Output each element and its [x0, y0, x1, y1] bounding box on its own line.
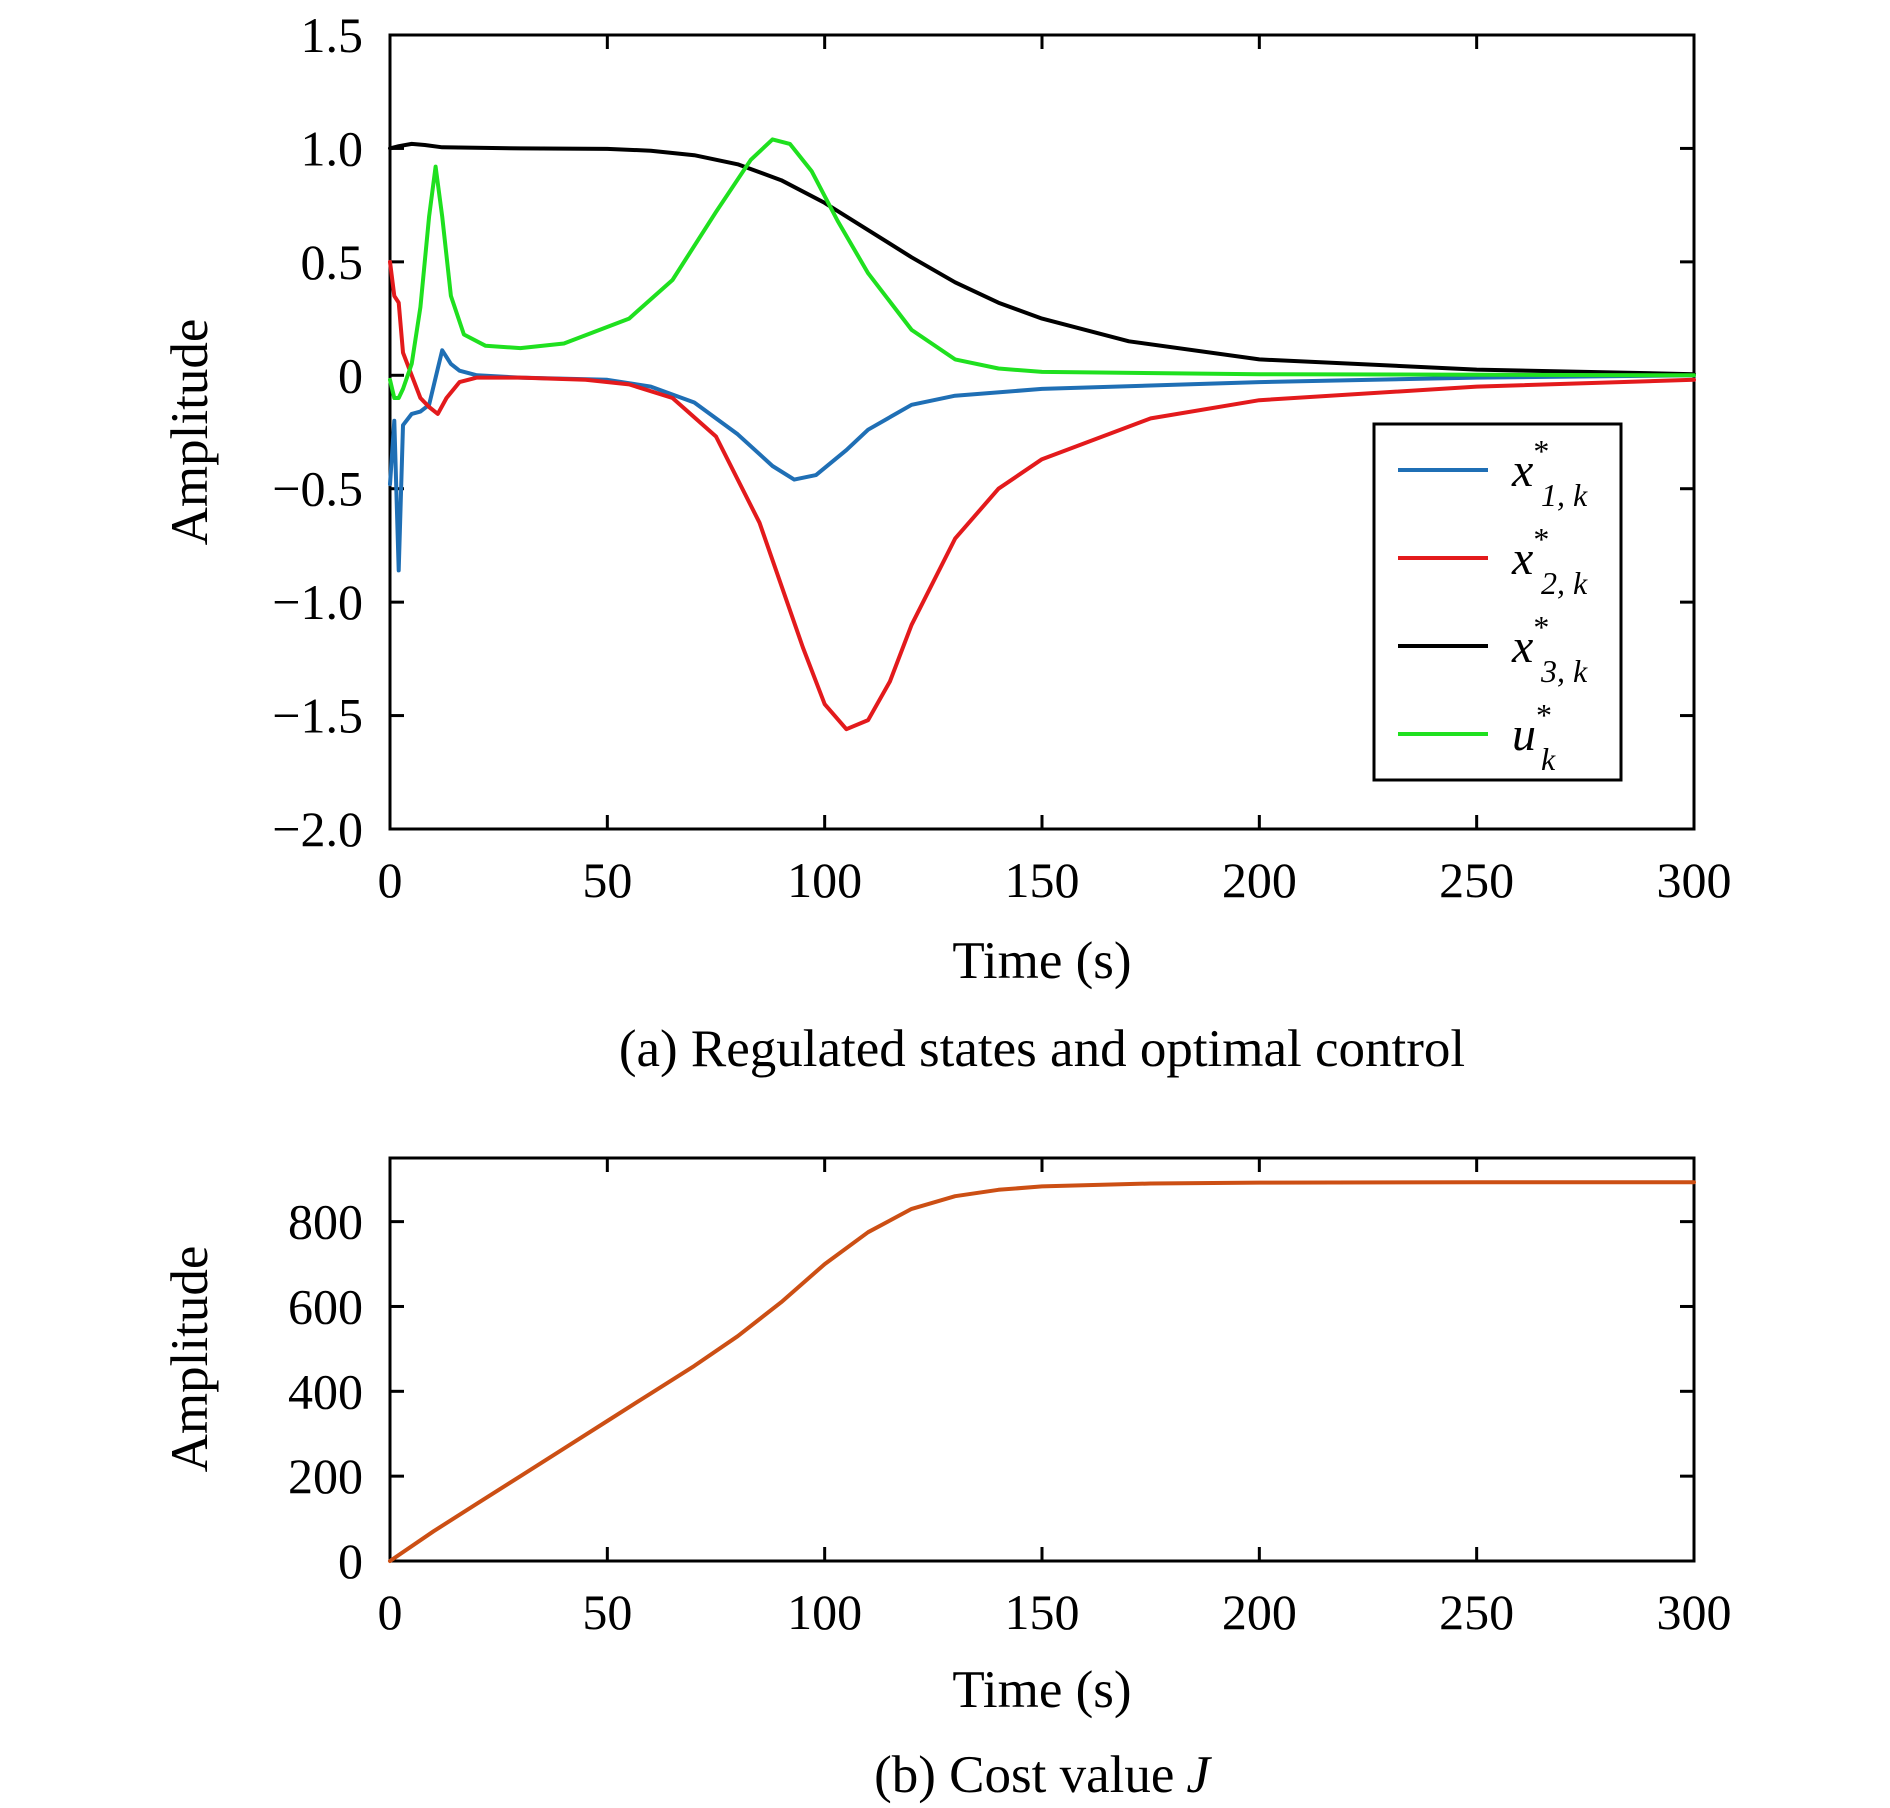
- y-axis-title-b: Amplitude: [161, 1246, 219, 1473]
- caption-b-italic: J: [1186, 1746, 1212, 1804]
- x-tick-label: 250: [1439, 1584, 1514, 1640]
- x-tick-label: 250: [1439, 852, 1514, 908]
- y-axis-title-a: Amplitude: [161, 319, 219, 546]
- y-tick-label: 600: [288, 1278, 363, 1334]
- legend-entry: x* 2, k: [1398, 521, 1588, 601]
- y-tick-label: 1.5: [301, 7, 364, 63]
- series-group-b: [388, 1180, 1696, 1563]
- plot-frame-b: [388, 1156, 1696, 1563]
- x-axis-title-a: Time (s): [952, 932, 1131, 990]
- y-tick-label: 0: [338, 347, 363, 403]
- x-tick-label: 50: [582, 1584, 632, 1640]
- chart-panel-b: 0 50 100 150 200 250 300 0 200 400 600 800 Time (s)…: [161, 1156, 1732, 1804]
- y-tick-label: −1.5: [272, 688, 363, 744]
- caption-b: (b) Cost value J: [874, 1746, 1212, 1804]
- y-tick-label: 800: [288, 1194, 363, 1250]
- x-tick-label: 50: [582, 852, 632, 908]
- y-tick-label: 1.0: [301, 120, 364, 176]
- x-tick-label: 0: [378, 1584, 403, 1640]
- legend-label: x* 3, k: [1511, 609, 1588, 689]
- legend-label: u* k: [1512, 697, 1556, 777]
- x-tick-label: 200: [1222, 852, 1297, 908]
- legend-label: x* 2, k: [1511, 521, 1588, 601]
- x-tick-label: 300: [1657, 852, 1732, 908]
- caption-b-text: (b) Cost value: [874, 1746, 1174, 1804]
- series-line-uk: [388, 137, 1696, 400]
- legend: x* 1, k x* 2, k x* 3, k u* k: [1372, 422, 1623, 782]
- y-tick-label: 0: [338, 1533, 363, 1589]
- y-tick-label: −0.5: [272, 461, 363, 517]
- series-line-x3k: [388, 141, 1696, 377]
- x-tick-label: 100: [787, 852, 862, 908]
- legend-box: [1372, 422, 1623, 782]
- legend-entry: u* k: [1398, 697, 1556, 777]
- y-tick-label: −2.0: [272, 801, 363, 857]
- x-tick-label: 200: [1222, 1584, 1297, 1640]
- caption-a: (a) Regulated states and optimal control: [619, 1020, 1465, 1078]
- x-axis-title-b: Time (s): [952, 1661, 1131, 1719]
- x-tick-label: 0: [378, 852, 403, 908]
- series-group-a: [388, 137, 1696, 732]
- x-tick-label: 100: [787, 1584, 862, 1640]
- x-tick-label: 150: [1005, 852, 1080, 908]
- y-tick-label: 200: [288, 1448, 363, 1504]
- x-tick-label: 150: [1005, 1584, 1080, 1640]
- y-tick-label: 0.5: [301, 234, 364, 290]
- tick-group-b: 0 50 100 150 200 250 300 0 200 400 600 800: [288, 1158, 1732, 1640]
- tick-group-a: 0 50 100 150 200 250 300 −2.0 −1.5 −1.0 −0.5 0 0.5 1.…: [272, 7, 1731, 908]
- legend-label: x* 1, k: [1511, 433, 1588, 513]
- series-line-cost-0: [388, 1180, 1696, 1563]
- legend-entry: x* 1, k: [1398, 433, 1588, 513]
- legend-entry: x* 3, k: [1398, 609, 1588, 689]
- x-tick-label: 300: [1657, 1584, 1732, 1640]
- y-tick-label: −1.0: [272, 574, 363, 630]
- chart-panel-a: 0 50 100 150 200 250 300 −2.0 −1.5 −1.0 −0.5 0 0.5 1.…: [161, 7, 1732, 1078]
- series-line-x2k: [388, 259, 1696, 732]
- y-tick-label: 400: [288, 1363, 363, 1419]
